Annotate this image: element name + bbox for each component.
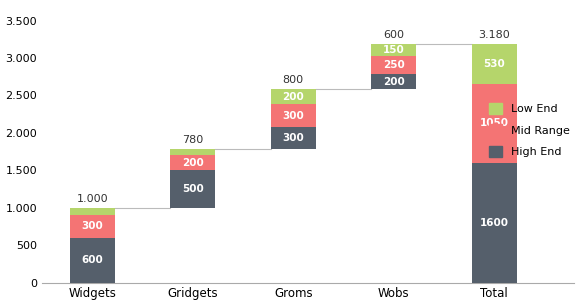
Text: 1600: 1600 xyxy=(480,218,509,228)
Bar xyxy=(170,170,215,208)
Bar xyxy=(472,44,517,84)
Text: 250: 250 xyxy=(383,60,404,70)
Text: 200: 200 xyxy=(383,77,404,87)
Bar xyxy=(472,84,517,163)
Text: 800: 800 xyxy=(282,75,304,85)
Text: 200: 200 xyxy=(282,92,304,102)
Text: 150: 150 xyxy=(383,45,404,55)
Bar xyxy=(170,149,215,155)
Bar xyxy=(371,56,416,74)
Bar xyxy=(271,127,316,149)
Bar xyxy=(271,104,316,127)
Text: 530: 530 xyxy=(483,59,505,69)
Bar xyxy=(472,163,517,282)
Text: 3.180: 3.180 xyxy=(478,30,510,40)
Text: 1.000: 1.000 xyxy=(77,194,108,203)
Bar xyxy=(271,89,316,104)
Text: 1050: 1050 xyxy=(480,118,509,129)
Text: 200: 200 xyxy=(182,158,204,168)
Text: 500: 500 xyxy=(182,184,204,194)
Text: 300: 300 xyxy=(282,110,304,121)
Bar xyxy=(371,44,416,56)
Text: 300: 300 xyxy=(282,133,304,143)
Legend: Low End, Mid Range, High End: Low End, Mid Range, High End xyxy=(484,99,574,162)
Bar xyxy=(70,215,115,238)
Text: 600: 600 xyxy=(82,255,103,265)
Bar xyxy=(70,208,115,215)
Bar xyxy=(371,74,416,89)
Text: 780: 780 xyxy=(182,135,204,145)
Text: 600: 600 xyxy=(383,30,404,40)
Text: 300: 300 xyxy=(82,222,103,231)
Bar xyxy=(70,238,115,282)
Bar xyxy=(170,155,215,170)
